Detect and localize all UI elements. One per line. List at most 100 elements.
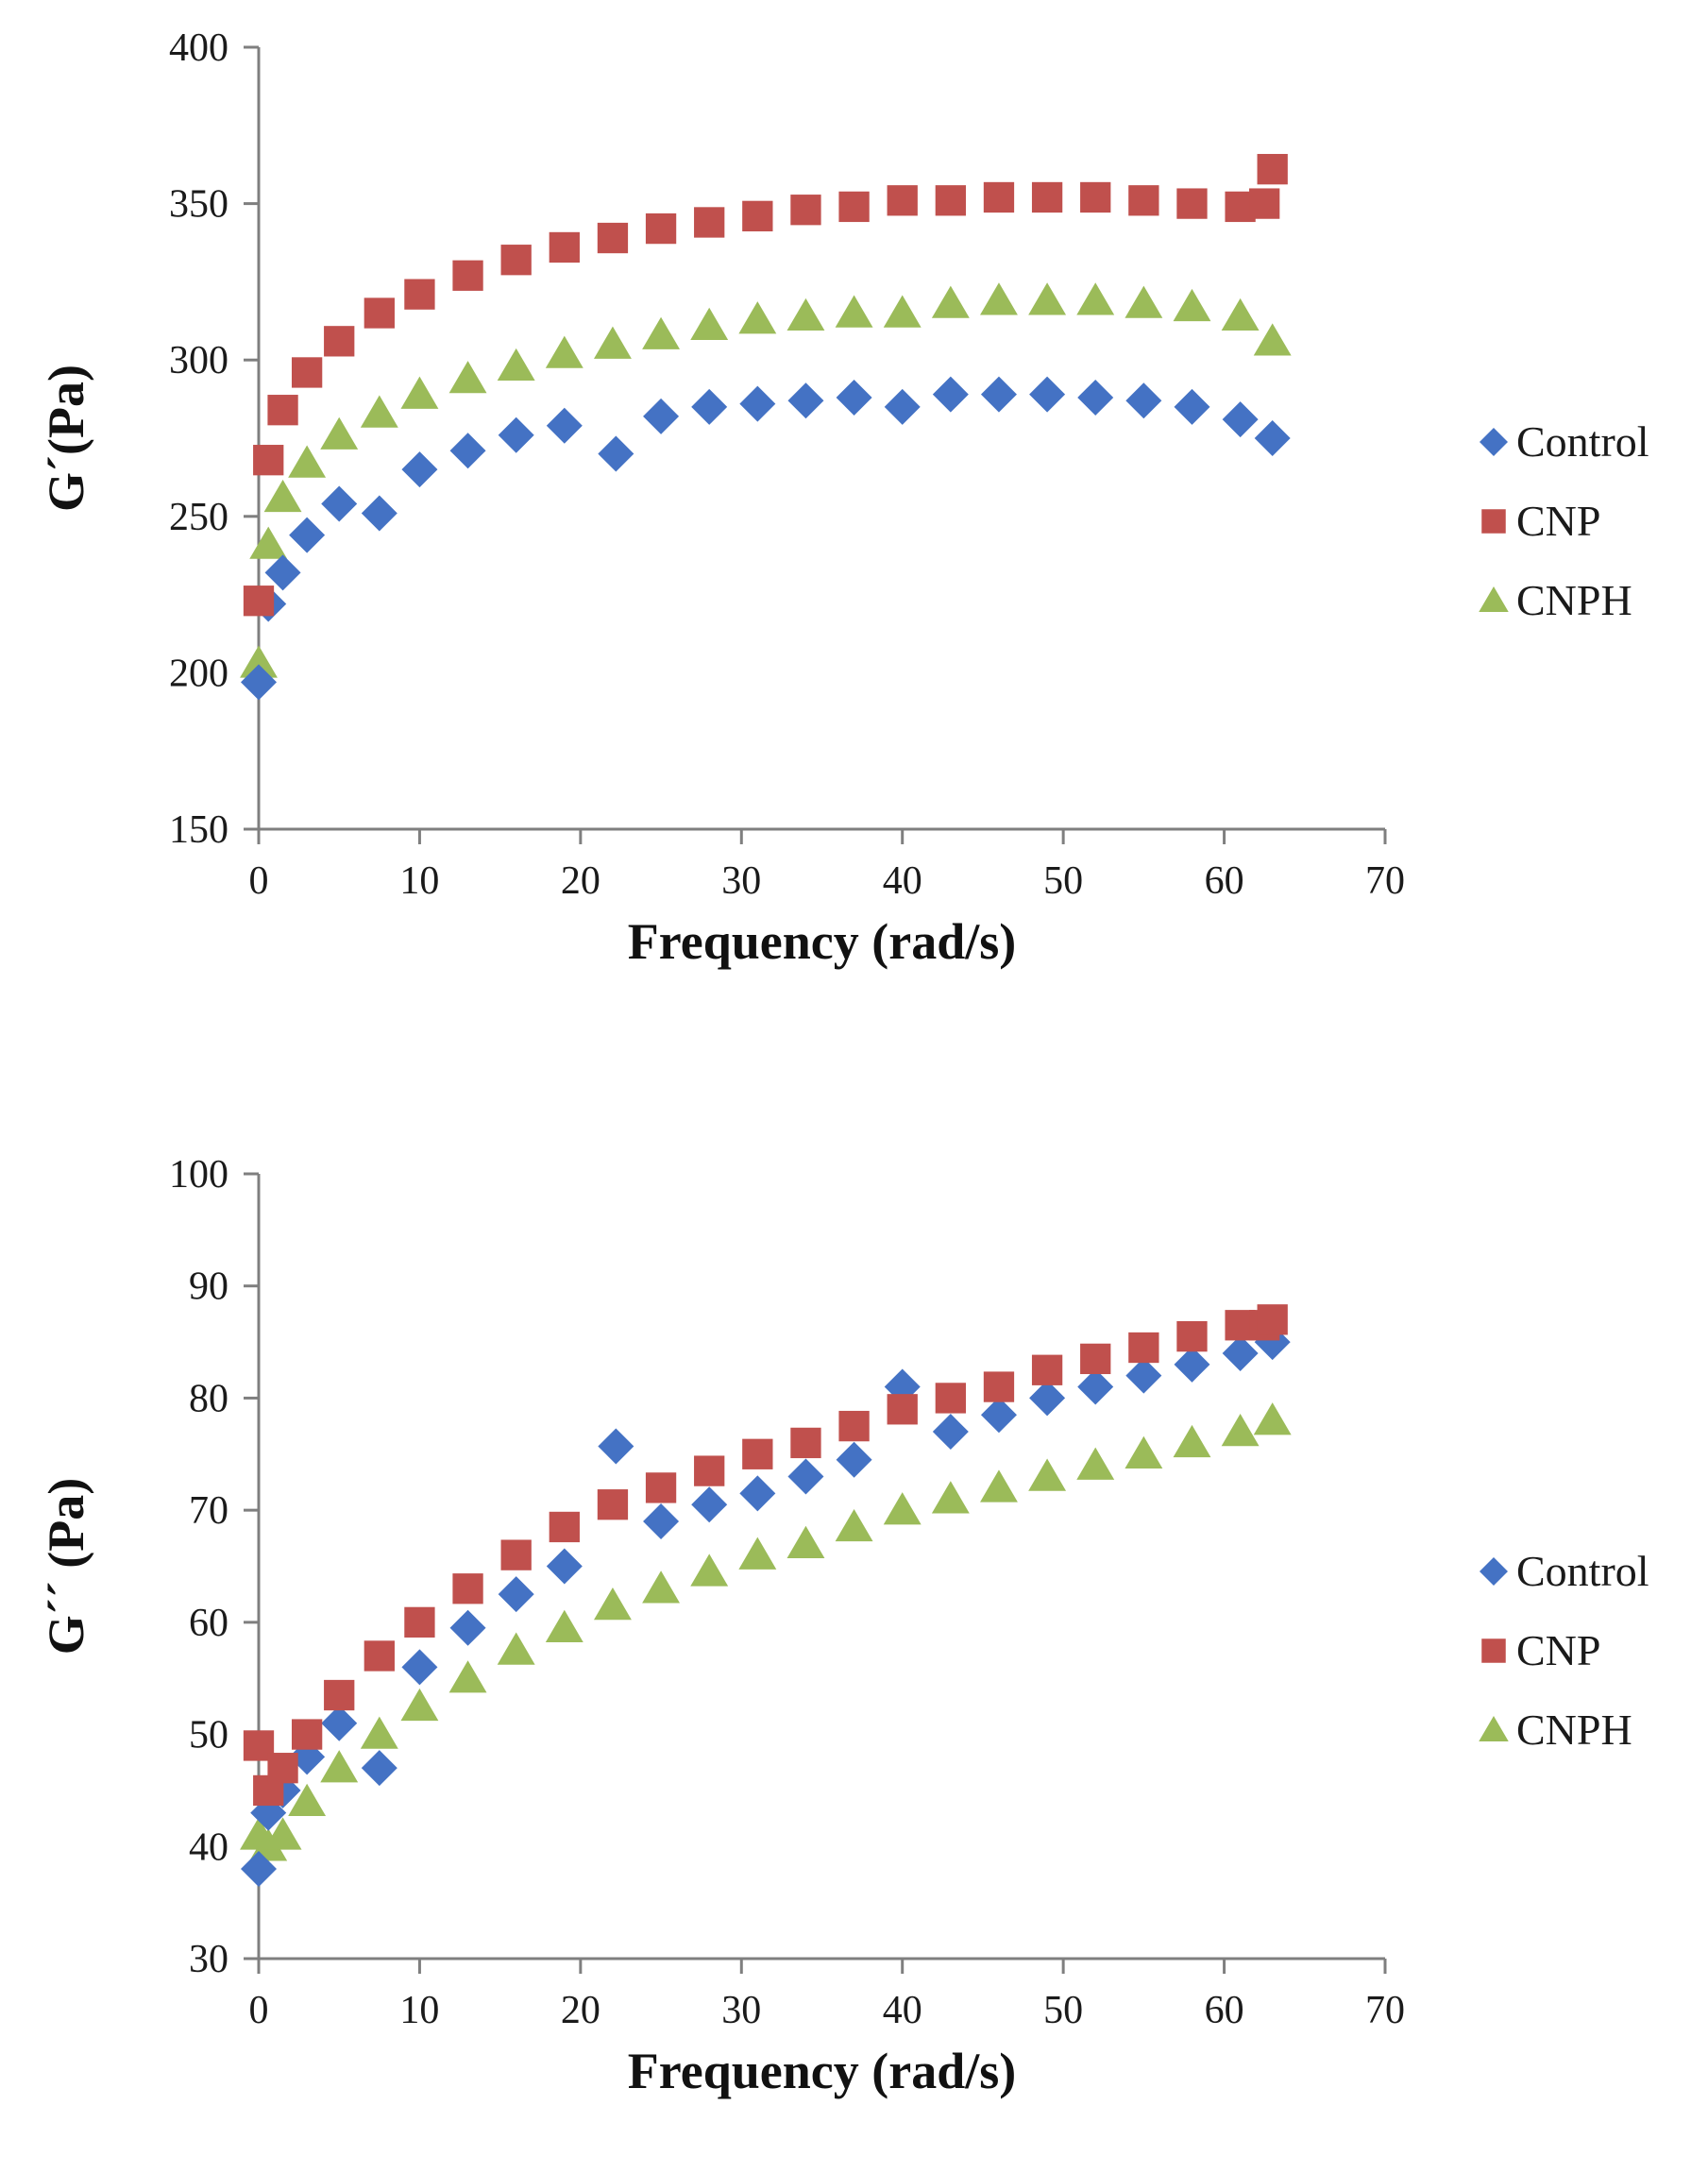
data-point-control <box>836 1441 872 1478</box>
data-point-control <box>1077 379 1114 416</box>
data-point-control <box>1222 1334 1259 1371</box>
data-point-cnp <box>597 1489 629 1520</box>
data-point-control <box>1029 1380 1066 1417</box>
data-point-cnp <box>1249 188 1280 219</box>
legend-label-cnp: CNP <box>1516 497 1600 545</box>
data-point-cnph <box>883 295 922 328</box>
data-point-control <box>1125 382 1162 419</box>
x-tick-label: 10 <box>399 859 439 903</box>
data-point-cnph <box>593 1587 632 1621</box>
data-point-cnp <box>935 185 966 216</box>
data-point-cnp <box>1176 188 1208 219</box>
x-tick-label: 40 <box>883 1989 922 2032</box>
data-point-cnp <box>253 445 284 476</box>
data-point-cnph <box>593 326 632 359</box>
data-point-cnph <box>288 1783 327 1816</box>
data-point-control <box>361 1750 397 1787</box>
x-tick-label: 10 <box>399 1989 439 2032</box>
y-tick-label: 100 <box>169 1153 228 1197</box>
data-point-control <box>1174 388 1210 425</box>
x-tick-label: 70 <box>1365 859 1405 903</box>
data-point-cnp <box>1031 1354 1063 1385</box>
y-tick-label: 40 <box>189 1825 228 1869</box>
y-tick-label: 70 <box>189 1489 228 1533</box>
data-point-cnp <box>645 212 677 245</box>
data-point-control <box>289 517 326 553</box>
y-tick-label: 80 <box>189 1377 228 1420</box>
data-point-control <box>787 1458 824 1495</box>
data-point-cnp <box>549 1511 580 1543</box>
data-point-cnp <box>291 1719 323 1750</box>
data-point-control <box>361 495 397 532</box>
data-point-cnph <box>1028 282 1067 315</box>
data-point-cnph <box>1173 1424 1211 1458</box>
x-tick-label: 50 <box>1043 1989 1083 2032</box>
data-point-control <box>1077 1368 1114 1405</box>
data-point-cnph <box>320 416 359 450</box>
legend-marker-cnp <box>1481 1638 1506 1663</box>
series-cnph <box>240 282 1292 678</box>
data-point-cnph <box>786 1525 825 1558</box>
data-point-cnph <box>786 297 825 331</box>
data-point-cnph <box>883 1492 922 1525</box>
data-point-cnph <box>360 1716 398 1749</box>
data-point-control <box>241 1851 277 1888</box>
data-point-cnph <box>642 316 681 349</box>
y-tick-label: 150 <box>169 808 228 852</box>
legend-marker-cnph <box>1479 1716 1509 1741</box>
data-point-cnph <box>249 526 288 559</box>
data-point-control <box>401 451 438 488</box>
data-point-control <box>1254 420 1291 456</box>
x-tick-label: 20 <box>561 859 600 903</box>
data-point-cnph <box>931 285 970 318</box>
data-point-cnp <box>1128 1332 1159 1364</box>
data-point-cnph <box>980 282 1018 315</box>
data-point-cnph <box>288 445 327 478</box>
data-point-cnp <box>364 1640 395 1672</box>
y-tick-label: 300 <box>169 339 228 382</box>
legend-marker-control <box>1480 428 1508 456</box>
data-point-control <box>932 376 969 413</box>
data-point-cnp <box>887 1394 918 1425</box>
data-point-control <box>787 382 824 419</box>
data-point-cnph <box>448 361 487 394</box>
data-point-cnph <box>1028 1458 1067 1491</box>
data-point-cnp <box>887 185 918 216</box>
data-point-cnph <box>263 1817 302 1850</box>
data-point-cnp <box>1080 181 1111 213</box>
data-point-cnph <box>1253 323 1292 356</box>
data-point-control <box>691 388 728 425</box>
y-tick-label: 90 <box>189 1265 228 1309</box>
y-axis-title: G´´ (Pa) <box>38 1478 94 1655</box>
data-point-cnp <box>1080 1343 1111 1375</box>
legend-label-cnph: CNPH <box>1516 576 1632 624</box>
x-tick-label: 40 <box>883 859 922 903</box>
data-point-control <box>321 1705 358 1741</box>
data-point-control <box>691 1486 728 1523</box>
series-control <box>241 1324 1291 1888</box>
data-point-control <box>739 1475 776 1512</box>
data-point-control <box>643 398 680 434</box>
data-point-control <box>739 385 776 422</box>
data-point-control <box>836 379 872 416</box>
data-point-cnph <box>320 1750 359 1783</box>
legend: Control CNP CNPH <box>1479 417 1649 624</box>
data-point-cnph <box>738 1536 777 1570</box>
data-point-control <box>546 1548 583 1585</box>
x-tick-label: 60 <box>1205 1989 1244 2032</box>
y-tick-label: 200 <box>169 652 228 695</box>
data-point-control <box>321 485 358 522</box>
data-point-cnp <box>452 1573 483 1604</box>
series-cnph <box>240 1402 1292 1861</box>
data-point-cnph <box>1253 1402 1292 1435</box>
legend-marker-control <box>1480 1557 1508 1586</box>
data-point-cnph <box>1173 288 1211 322</box>
x-tick-label: 70 <box>1365 1989 1405 2032</box>
y-tick-label: 60 <box>189 1602 228 1645</box>
chart-storage-modulus: 150 200 250 300 350 400 0 10 20 30 40 50 60 70 Frequen… <box>38 26 1649 970</box>
data-point-control <box>1125 1357 1162 1394</box>
data-point-control <box>498 416 534 453</box>
data-point-cnp <box>838 1410 870 1442</box>
data-point-cnp <box>267 395 298 426</box>
data-point-cnph <box>835 295 873 328</box>
